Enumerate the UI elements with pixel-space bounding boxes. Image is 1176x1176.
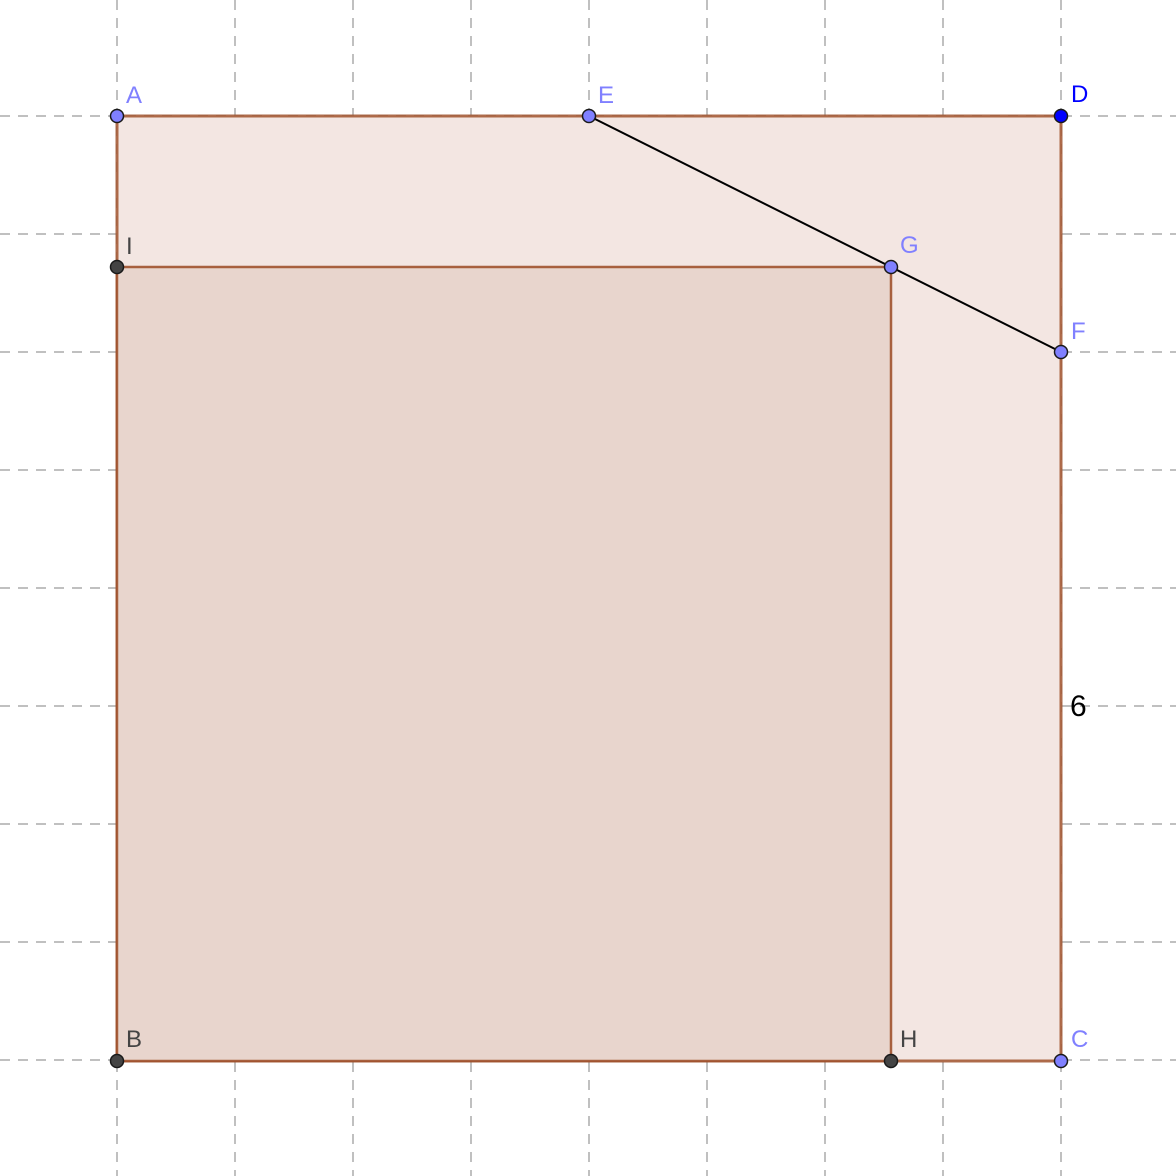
square-bhgi (115, 265, 893, 1063)
point-d[interactable] (1053, 108, 1069, 124)
point-h[interactable] (883, 1053, 899, 1069)
label-g: G (900, 232, 919, 259)
point-g[interactable] (883, 259, 899, 275)
label-f: F (1071, 318, 1086, 345)
segment-ef (588, 115, 1062, 353)
point-b[interactable] (109, 1053, 125, 1069)
label-i: I (126, 233, 133, 260)
label-e: E (598, 82, 614, 109)
label-h: H (900, 1026, 917, 1053)
point-i[interactable] (109, 259, 125, 275)
label-b: B (126, 1026, 142, 1053)
label-c: C (1071, 1026, 1088, 1053)
point-e[interactable] (581, 108, 597, 124)
side-length-label: 6 (1070, 690, 1087, 723)
point-c[interactable] (1053, 1053, 1069, 1069)
label-d: D (1071, 81, 1088, 108)
point-labels: A E D I G F B H C (126, 81, 1088, 1053)
label-a: A (126, 82, 142, 109)
point-a[interactable] (109, 108, 125, 124)
point-f[interactable] (1053, 344, 1069, 360)
points-layer (109, 108, 1069, 1069)
